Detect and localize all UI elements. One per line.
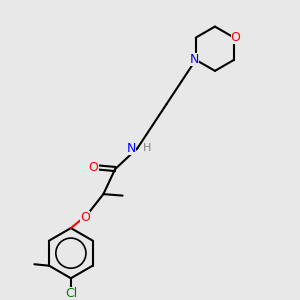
Text: O: O	[80, 211, 90, 224]
Text: O: O	[231, 31, 241, 44]
Text: O: O	[89, 161, 99, 174]
Text: H: H	[142, 143, 151, 153]
Text: N: N	[127, 142, 136, 155]
Text: N: N	[190, 53, 199, 66]
Text: Cl: Cl	[65, 286, 77, 299]
